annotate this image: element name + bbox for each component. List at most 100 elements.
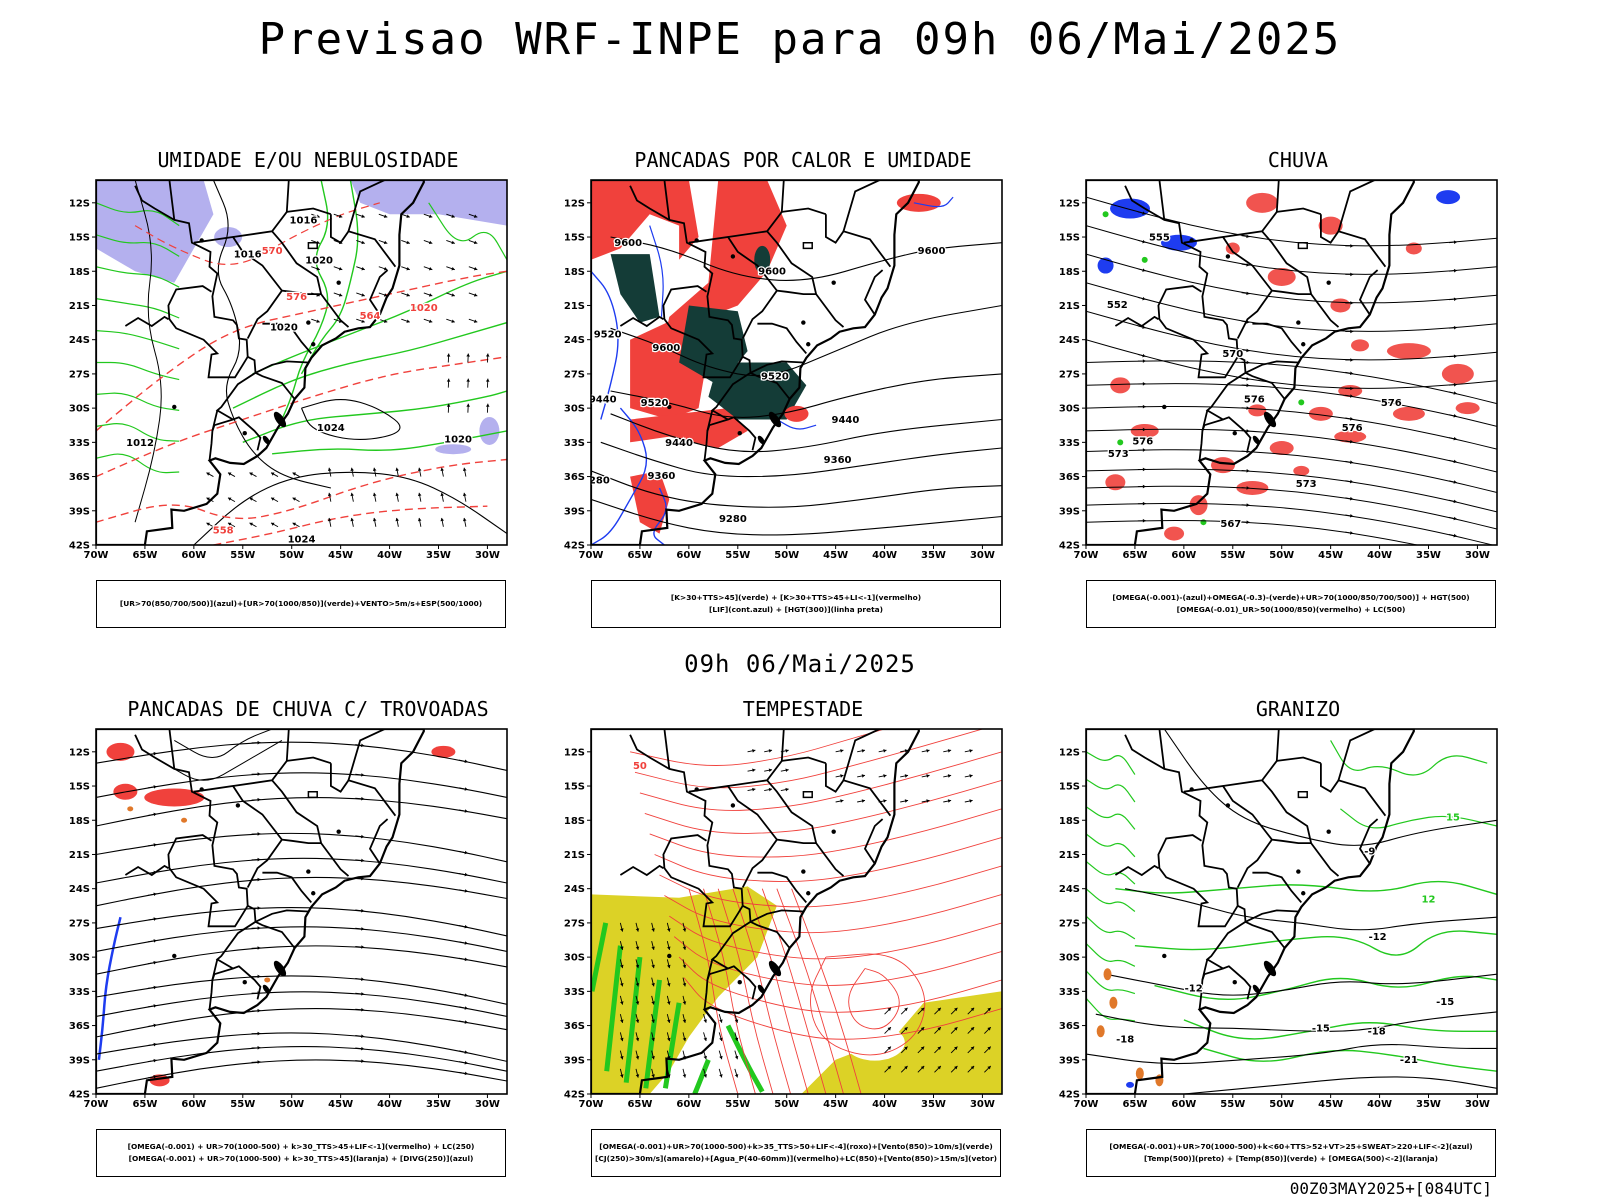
temp850-contour bbox=[1086, 778, 1136, 803]
wind-arrow bbox=[462, 517, 467, 527]
borders bbox=[619, 729, 892, 1010]
humidity-contour bbox=[96, 361, 180, 381]
reservoir bbox=[667, 953, 672, 959]
wind-arrow bbox=[468, 292, 478, 297]
lon-tick-label: 60W bbox=[676, 1099, 701, 1110]
lat-tick-label: 42S bbox=[69, 1090, 90, 1101]
streamline-arrow bbox=[458, 889, 468, 893]
cloud-area bbox=[479, 416, 500, 445]
coastline bbox=[1086, 729, 1415, 1094]
lon-tick-label: 55W bbox=[1220, 550, 1245, 561]
panel-pancadas-calor: PANCADAS POR CALOR E UMIDADE 9600 9600 960… bbox=[535, 148, 1025, 633]
contour-label: 9440 bbox=[665, 438, 693, 449]
lat-tick-label: 12S bbox=[69, 198, 90, 209]
wind-arrow bbox=[401, 213, 410, 218]
pw-contour bbox=[688, 888, 739, 1094]
humidity-contour bbox=[96, 330, 180, 350]
wind-arrow bbox=[372, 467, 377, 477]
wind-arrow bbox=[395, 492, 399, 502]
lat-tick-label: 30S bbox=[564, 404, 585, 415]
wind-arrow bbox=[423, 240, 433, 245]
rain-area bbox=[1141, 256, 1148, 263]
streamline-arrow bbox=[1345, 301, 1354, 305]
reservoir bbox=[1296, 320, 1301, 325]
rain-area bbox=[1189, 495, 1208, 516]
storm-area bbox=[181, 817, 188, 823]
lon-tick-label: 30W bbox=[1465, 550, 1490, 561]
lon-tick-label: 30W bbox=[475, 550, 500, 561]
hgt-contour bbox=[1086, 502, 1495, 545]
temp500-contour bbox=[1124, 888, 1497, 931]
borders bbox=[1114, 729, 1387, 1010]
wind-arrow bbox=[666, 941, 671, 950]
lat-tick-label: 42S bbox=[69, 541, 90, 552]
wind-arrow bbox=[635, 1014, 640, 1023]
temp500-contour bbox=[1086, 1044, 1497, 1065]
streamline-arrow bbox=[1241, 520, 1250, 524]
lon-tick-label: 70W bbox=[84, 550, 109, 561]
wind-arrow bbox=[395, 517, 399, 527]
wind-arrow bbox=[446, 266, 455, 271]
contour-label: 50 bbox=[633, 761, 647, 772]
contour-labels: -9 -12 -12 -15 -15 -18 -18 -21 12 15 bbox=[1115, 811, 1461, 1067]
contour-labels: 50 bbox=[632, 760, 648, 774]
streamline bbox=[96, 926, 507, 952]
temp850-contour bbox=[1203, 1047, 1497, 1072]
strong-wind-area bbox=[692, 1058, 711, 1094]
temp850-contour bbox=[1086, 806, 1136, 830]
wind-arrow bbox=[884, 1065, 892, 1073]
wind-arrow bbox=[900, 749, 909, 753]
reservoir bbox=[172, 404, 177, 410]
strong-wind-area bbox=[725, 1024, 765, 1093]
contour-label: 1020 bbox=[305, 255, 333, 266]
lat-tick-label: 33S bbox=[69, 438, 90, 449]
contour-label: 1020 bbox=[270, 323, 298, 334]
reservoir bbox=[667, 404, 672, 410]
streamline-arrow bbox=[1241, 406, 1250, 410]
streamline-arrow bbox=[147, 960, 157, 965]
hgt-contour bbox=[600, 441, 1002, 478]
lon-tick-label: 45W bbox=[823, 1099, 848, 1110]
pw-contour bbox=[644, 779, 1002, 834]
hgt-contour bbox=[1086, 196, 1497, 247]
reservoir bbox=[1296, 869, 1301, 874]
lat-tick-label: 39S bbox=[564, 1055, 585, 1066]
wind-arrow bbox=[401, 292, 410, 297]
map-content: 50 bbox=[591, 729, 1002, 1094]
streamline-arrow bbox=[1241, 383, 1250, 388]
lat-tick-label: 30S bbox=[1059, 404, 1080, 415]
wind-arrow bbox=[651, 1032, 655, 1042]
wind-arrow bbox=[857, 774, 866, 778]
lon-tick-label: 30W bbox=[1465, 1099, 1490, 1110]
contour-label: 570 bbox=[1222, 349, 1243, 360]
reservoir bbox=[806, 891, 811, 896]
rain-area bbox=[1308, 406, 1333, 421]
wind-arrow bbox=[764, 787, 773, 792]
legend: [OMEGA(-0.001)+UR>70(1000-500)+k>35_TTS>… bbox=[591, 1129, 1001, 1177]
reservoir bbox=[1225, 254, 1231, 259]
rain-area bbox=[1386, 343, 1431, 360]
streamline-arrow bbox=[1345, 514, 1354, 518]
reservoir bbox=[242, 980, 247, 985]
reservoir bbox=[199, 787, 204, 792]
wind-arrow bbox=[327, 467, 332, 477]
panel-umidade: UMIDADE E/OU NEBULOSIDADE 1016 1016 1020 10… bbox=[40, 148, 530, 633]
lon-tick-label: 40W bbox=[1367, 550, 1392, 561]
wind-arrow bbox=[417, 517, 422, 527]
lon-tick-label: 65W bbox=[627, 1099, 652, 1110]
reservoir bbox=[1232, 980, 1237, 985]
lat-tick-label: 33S bbox=[1059, 987, 1080, 998]
run-info: 00Z03MAY2025+[084UTC] bbox=[1289, 1179, 1492, 1198]
contour-label: 576 bbox=[1381, 398, 1402, 409]
wind-arrow bbox=[943, 749, 952, 753]
lon-tick-label: 45W bbox=[328, 1099, 353, 1110]
coastline bbox=[96, 180, 425, 545]
panel-title: PANCADAS DE CHUVA C/ TROVOADAS bbox=[127, 697, 489, 721]
temp500-contour bbox=[1163, 729, 1497, 846]
pw-contour bbox=[683, 977, 1002, 1040]
lat-tick-label: 39S bbox=[564, 506, 585, 517]
wind-arrow bbox=[292, 522, 300, 528]
wind-arrow bbox=[921, 799, 930, 803]
